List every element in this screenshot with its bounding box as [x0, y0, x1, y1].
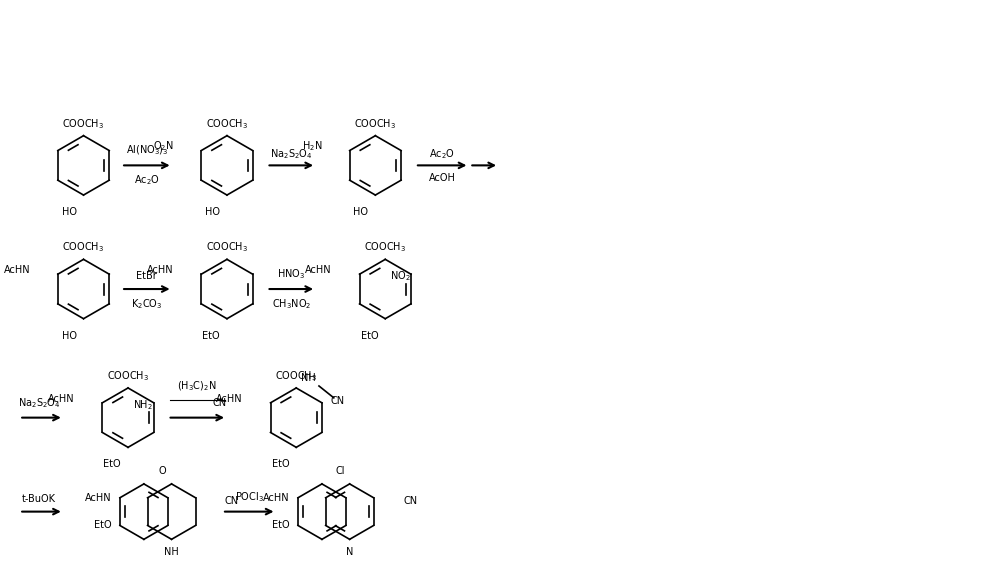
Text: Ac$_2$O: Ac$_2$O [134, 173, 160, 187]
Text: COOCH$_3$: COOCH$_3$ [275, 369, 317, 383]
Text: H$_2$N: H$_2$N [302, 140, 322, 154]
Text: EtO: EtO [94, 520, 111, 530]
Text: O: O [159, 466, 166, 476]
Text: Al(NO$_3$)$_3$: Al(NO$_3$)$_3$ [126, 144, 168, 158]
Text: EtO: EtO [103, 459, 121, 469]
Text: EtO: EtO [272, 459, 289, 469]
Text: NH: NH [164, 547, 179, 557]
Text: HO: HO [205, 207, 220, 217]
Text: AcHN: AcHN [216, 394, 243, 404]
Text: K$_2$CO$_3$: K$_2$CO$_3$ [131, 297, 163, 311]
Text: COOCH$_3$: COOCH$_3$ [62, 241, 105, 255]
Text: EtO: EtO [361, 331, 378, 340]
Text: COOCH$_3$: COOCH$_3$ [62, 117, 105, 131]
Text: CN: CN [225, 496, 239, 506]
Text: EtBr: EtBr [136, 271, 157, 281]
Text: HNO$_3$: HNO$_3$ [277, 267, 305, 281]
Text: CN: CN [403, 496, 417, 506]
Text: COOCH$_3$: COOCH$_3$ [354, 117, 396, 131]
Text: AcHN: AcHN [48, 394, 75, 404]
Text: t-BuOK: t-BuOK [22, 493, 56, 504]
Text: Na$_2$S$_2$O$_4$: Na$_2$S$_2$O$_4$ [270, 148, 313, 161]
Text: NO$_2$: NO$_2$ [390, 269, 411, 283]
Text: COOCH$_3$: COOCH$_3$ [364, 241, 406, 255]
Text: HO: HO [62, 331, 77, 340]
Text: CN: CN [212, 398, 226, 408]
Text: AcHN: AcHN [305, 265, 332, 275]
Text: CN: CN [331, 396, 345, 406]
Text: HO: HO [62, 207, 77, 217]
Text: EtO: EtO [272, 520, 289, 530]
Text: Cl: Cl [336, 466, 345, 476]
Text: COOCH$_3$: COOCH$_3$ [107, 369, 149, 383]
Text: COOCH$_3$: COOCH$_3$ [206, 117, 248, 131]
Text: Ac$_2$O: Ac$_2$O [429, 148, 455, 161]
Text: EtO: EtO [202, 331, 220, 340]
Text: POCl$_3$: POCl$_3$ [235, 490, 264, 504]
Text: NH$_2$: NH$_2$ [133, 398, 153, 412]
Text: AcHN: AcHN [263, 493, 289, 503]
Text: HO: HO [353, 207, 368, 217]
Text: AcHN: AcHN [85, 493, 111, 503]
Text: (H$_3$C)$_2$N: (H$_3$C)$_2$N [177, 379, 217, 393]
Text: O$_2$N: O$_2$N [153, 140, 174, 154]
Text: CH$_3$NO$_2$: CH$_3$NO$_2$ [272, 297, 311, 311]
Text: AcHN: AcHN [3, 265, 30, 275]
Text: N: N [346, 547, 353, 557]
Text: NH: NH [301, 373, 316, 383]
Text: AcHN: AcHN [147, 265, 174, 275]
Text: AcOH: AcOH [429, 173, 456, 183]
Text: Na$_2$S$_2$O$_4$: Na$_2$S$_2$O$_4$ [18, 396, 60, 410]
Text: COOCH$_3$: COOCH$_3$ [206, 241, 248, 255]
